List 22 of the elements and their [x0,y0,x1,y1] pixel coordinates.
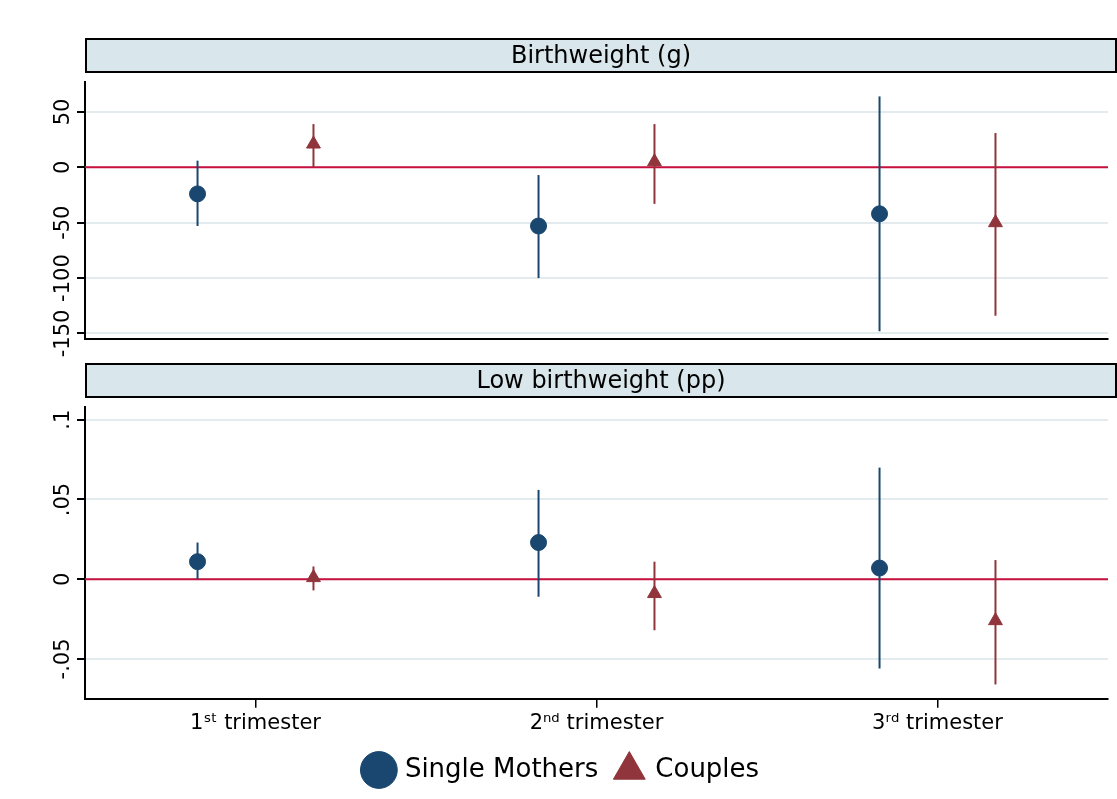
point [647,153,662,167]
point [306,135,321,149]
chart-title: Low birthweight (pp) [85,363,1117,398]
legend-label: Couples [655,752,760,783]
chart-title: Birthweight (g) [85,38,1117,73]
point [988,214,1003,228]
x-tick-label: 2ⁿᵈ trimester [529,709,664,734]
y-tick-label: .05 [49,482,74,517]
point [871,205,889,223]
y-tick-label: 0 [49,572,74,586]
y-tick-label: -100 [49,254,74,302]
legend-label: Single Mothers [404,752,599,783]
point [530,217,548,235]
x-tick-label: 1ˢᵗ trimester [190,709,322,734]
y-tick-label: 0 [49,160,74,174]
y-tick-label: -.05 [49,638,74,680]
y-tick-label: -150 [49,309,74,358]
x-tick-label: 3ʳᵈ trimester [872,709,1004,734]
y-tick-label: 50 [49,98,74,126]
y-tick-label: .1 [49,409,74,430]
y-tick-label: -50 [49,205,74,240]
point [189,185,207,203]
